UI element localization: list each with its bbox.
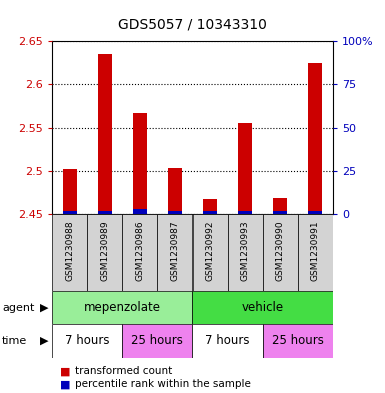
Text: ▶: ▶ bbox=[40, 303, 49, 312]
Text: GSM1230987: GSM1230987 bbox=[171, 220, 179, 281]
Bar bbox=[192, 214, 228, 291]
Bar bbox=[62, 211, 77, 214]
Text: 25 hours: 25 hours bbox=[131, 334, 183, 347]
Text: GSM1230986: GSM1230986 bbox=[135, 220, 144, 281]
Bar bbox=[98, 211, 112, 214]
Text: vehicle: vehicle bbox=[242, 301, 284, 314]
Bar bbox=[203, 211, 217, 214]
Bar bbox=[98, 54, 112, 214]
Bar bbox=[238, 211, 252, 214]
Text: GSM1230989: GSM1230989 bbox=[100, 220, 109, 281]
Bar bbox=[168, 211, 182, 214]
Bar bbox=[238, 123, 252, 214]
Text: GSM1230993: GSM1230993 bbox=[241, 220, 250, 281]
Bar bbox=[273, 211, 287, 214]
Text: 7 hours: 7 hours bbox=[65, 334, 109, 347]
Bar bbox=[52, 214, 87, 291]
Bar bbox=[263, 214, 298, 291]
Text: agent: agent bbox=[2, 303, 34, 312]
Bar bbox=[122, 324, 192, 358]
Bar bbox=[263, 324, 333, 358]
Bar bbox=[52, 324, 122, 358]
Bar bbox=[122, 214, 157, 291]
Bar bbox=[308, 63, 323, 214]
Bar bbox=[192, 291, 333, 324]
Bar bbox=[192, 324, 263, 358]
Bar bbox=[157, 214, 192, 291]
Text: mepenzolate: mepenzolate bbox=[84, 301, 161, 314]
Bar bbox=[133, 209, 147, 214]
Bar bbox=[203, 198, 217, 214]
Text: transformed count: transformed count bbox=[75, 366, 172, 376]
Bar bbox=[298, 214, 333, 291]
Text: ▶: ▶ bbox=[40, 336, 49, 346]
Bar bbox=[87, 214, 122, 291]
Text: GSM1230991: GSM1230991 bbox=[311, 220, 320, 281]
Bar bbox=[228, 214, 263, 291]
Text: ■: ■ bbox=[60, 379, 70, 389]
Text: GSM1230992: GSM1230992 bbox=[206, 220, 214, 281]
Bar bbox=[308, 211, 323, 214]
Text: GSM1230988: GSM1230988 bbox=[65, 220, 74, 281]
Bar bbox=[62, 169, 77, 214]
Text: percentile rank within the sample: percentile rank within the sample bbox=[75, 379, 251, 389]
Text: 25 hours: 25 hours bbox=[272, 334, 324, 347]
Bar bbox=[273, 198, 287, 214]
Text: GSM1230990: GSM1230990 bbox=[276, 220, 285, 281]
Text: ■: ■ bbox=[60, 366, 70, 376]
Bar bbox=[168, 168, 182, 214]
Text: 7 hours: 7 hours bbox=[205, 334, 250, 347]
Text: time: time bbox=[2, 336, 27, 346]
Text: GDS5057 / 10343310: GDS5057 / 10343310 bbox=[118, 18, 267, 32]
Bar bbox=[133, 113, 147, 214]
Bar bbox=[52, 291, 192, 324]
